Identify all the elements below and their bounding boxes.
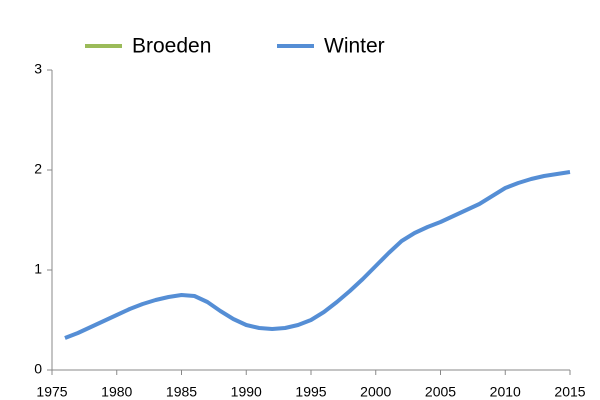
y-tick-label: 3: [34, 61, 42, 77]
legend-label: Winter: [324, 35, 385, 58]
x-tick-label: 2015: [554, 384, 585, 400]
y-tick-label: 2: [34, 161, 42, 177]
x-tick-label: 1980: [101, 384, 132, 400]
series-line: [64, 170, 571, 340]
y-tick-label: 1: [34, 261, 42, 277]
x-tick-label: 2010: [490, 384, 521, 400]
x-tick-label: 2005: [425, 384, 456, 400]
x-tick-label: 2000: [360, 384, 391, 400]
x-tick-label: 1995: [295, 384, 326, 400]
y-tick-label: 0: [34, 361, 42, 377]
legend-label: Broeden: [132, 35, 211, 58]
x-tick-label: 1985: [166, 384, 197, 400]
x-tick-label: 1990: [231, 384, 262, 400]
x-tick-label: 1975: [36, 384, 67, 400]
